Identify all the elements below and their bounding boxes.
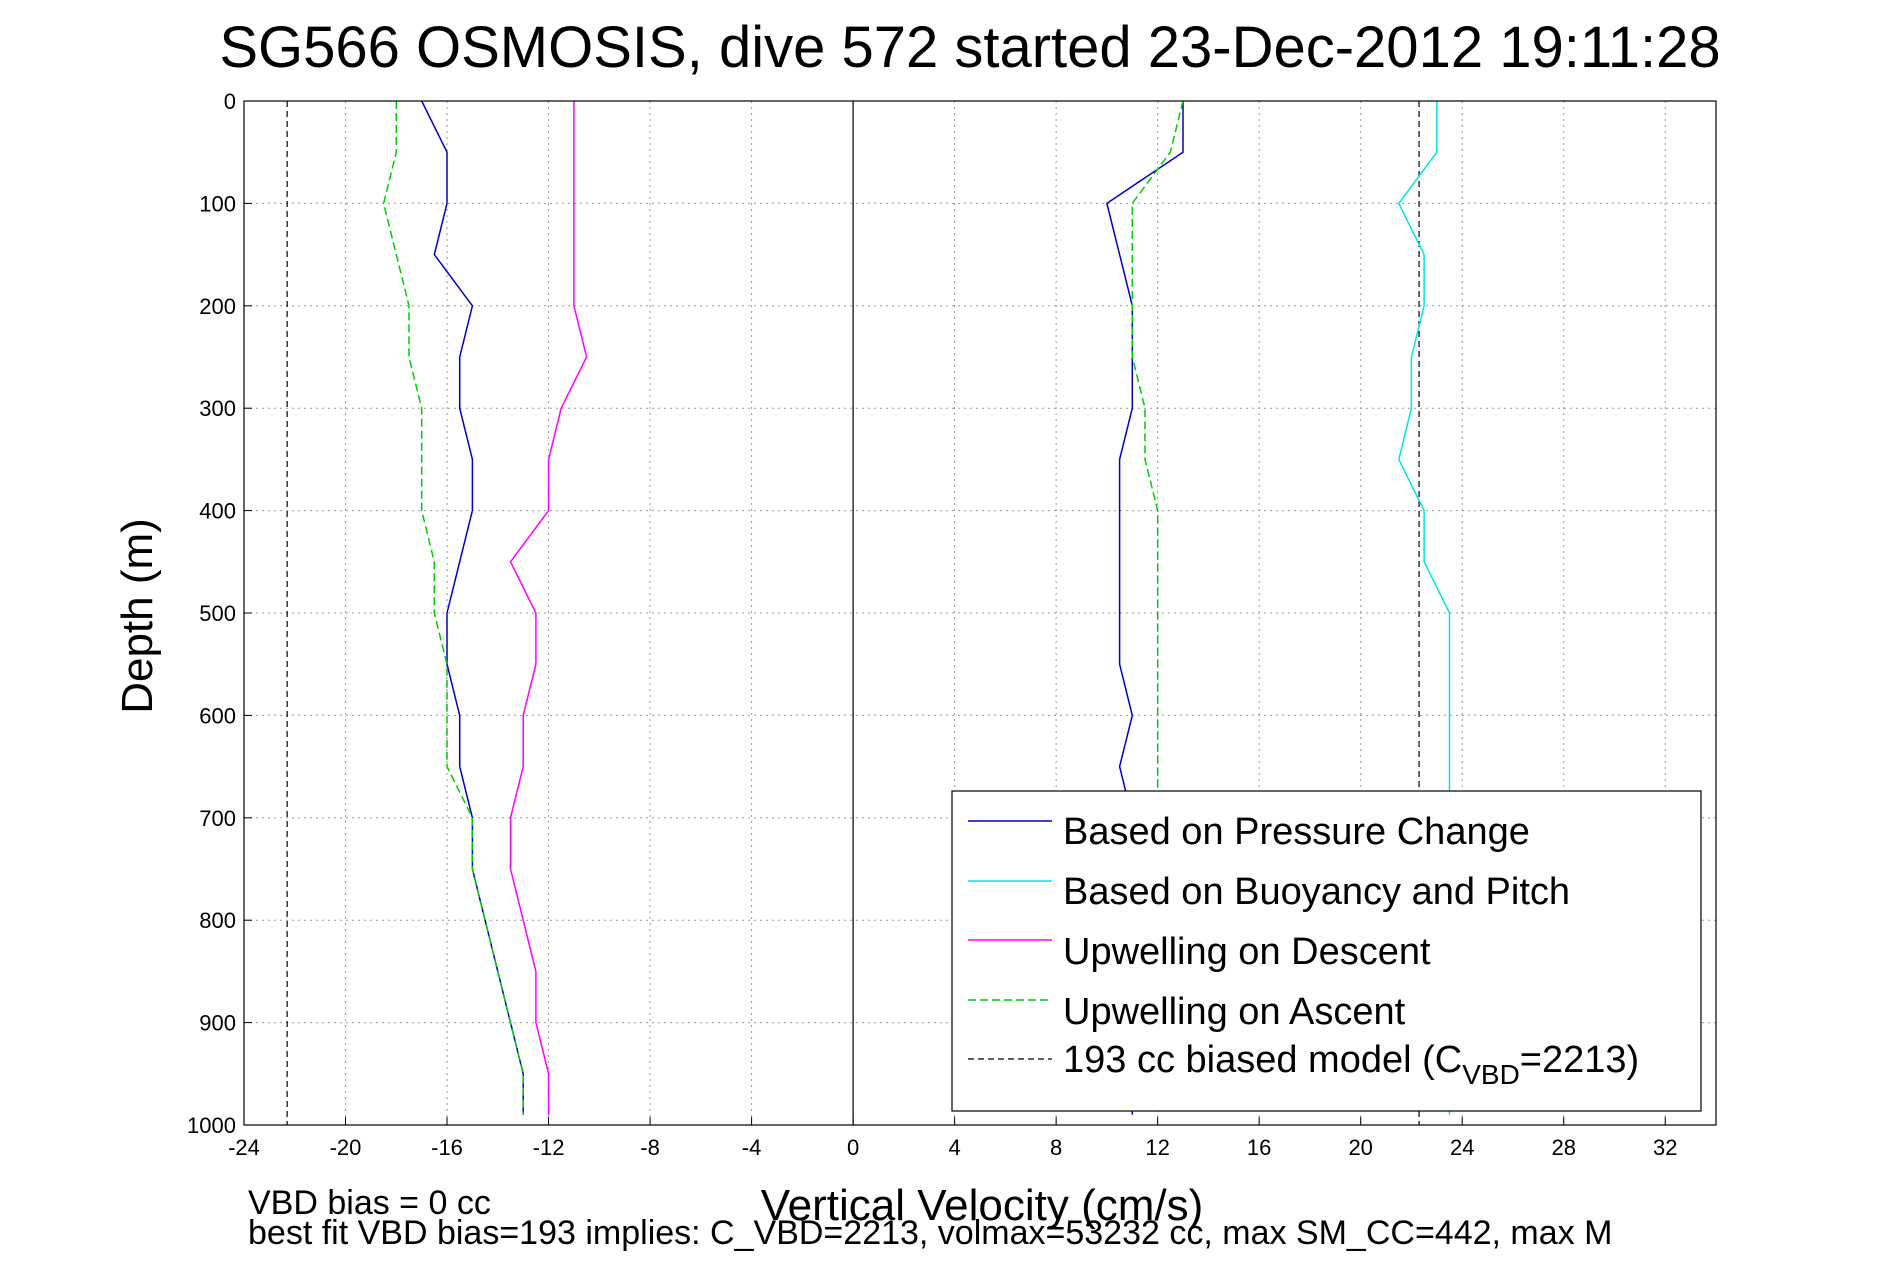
series-ascent	[382, 101, 524, 1115]
x-tick-label: 24	[1450, 1135, 1474, 1160]
y-tick-label: 1000	[187, 1113, 236, 1138]
y-tick-label: 200	[199, 294, 236, 319]
x-tick-label: 28	[1551, 1135, 1575, 1160]
legend-label-ascent: Upwelling on Ascent	[1063, 991, 1406, 1033]
x-tick-label: 8	[1050, 1135, 1062, 1160]
y-tick-label: 500	[199, 601, 236, 626]
x-axis-label: Vertical Velocity (cm/s)	[761, 1181, 1204, 1230]
legend-label-buoyancy: Based on Buoyancy and Pitch	[1063, 871, 1570, 913]
y-tick-label: 600	[199, 703, 236, 728]
legend-label-descent: Upwelling on Descent	[1063, 931, 1431, 973]
x-tick-label: 4	[948, 1135, 960, 1160]
y-tick-label: 400	[199, 499, 236, 524]
chart-title: SG566 OSMOSIS, dive 572 started 23-Dec-2…	[219, 15, 1720, 80]
series-descent	[509, 101, 588, 1115]
x-tick-label: 12	[1145, 1135, 1169, 1160]
y-tick-label: 800	[199, 908, 236, 933]
x-tick-label: -20	[330, 1135, 362, 1160]
x-tick-label: -24	[228, 1135, 260, 1160]
series-pressure_desc	[421, 100, 524, 1115]
x-tick-label: 32	[1653, 1135, 1677, 1160]
legend-label-model: 193 cc biased model (CVBD=2213)	[1063, 1039, 1639, 1090]
footer-line-1: VBD bias = 0 cc	[248, 1184, 491, 1222]
y-tick-label: 900	[199, 1011, 236, 1036]
x-tick-label: -12	[533, 1135, 565, 1160]
x-tick-label: 0	[847, 1135, 859, 1160]
x-tick-label: -16	[431, 1135, 463, 1160]
y-tick-label: 300	[199, 396, 236, 421]
x-ticks: -24 -20 -16 -12 -8 -4 0 4 8 12 16 20 24 28 32	[228, 1117, 1677, 1160]
y-axis-label: Depth (m)	[113, 518, 162, 714]
legend-model-prefix: 193 cc biased model (C	[1063, 1039, 1462, 1081]
y-tick-label: 700	[199, 806, 236, 831]
legend: Based on Pressure Change Based on Buoyan…	[951, 790, 1702, 1112]
x-tick-label: 20	[1348, 1135, 1372, 1160]
legend-model-sub: VBD	[1462, 1059, 1520, 1090]
footer-line-2: best fit VBD bias=193 implies: C_VBD=221…	[248, 1214, 1612, 1252]
y-tick-label: 100	[199, 191, 236, 216]
x-tick-label: -8	[640, 1135, 660, 1160]
y-ticks: 0 100 200 300 400 500 600 700 800 900 1000	[187, 89, 252, 1138]
legend-label-pressure: Based on Pressure Change	[1063, 811, 1530, 853]
legend-model-suffix: =2213)	[1520, 1039, 1639, 1081]
x-tick-label: -4	[742, 1135, 762, 1160]
x-tick-label: 16	[1247, 1135, 1271, 1160]
legend-box	[951, 790, 1702, 1112]
y-tick-label: 0	[224, 89, 236, 114]
